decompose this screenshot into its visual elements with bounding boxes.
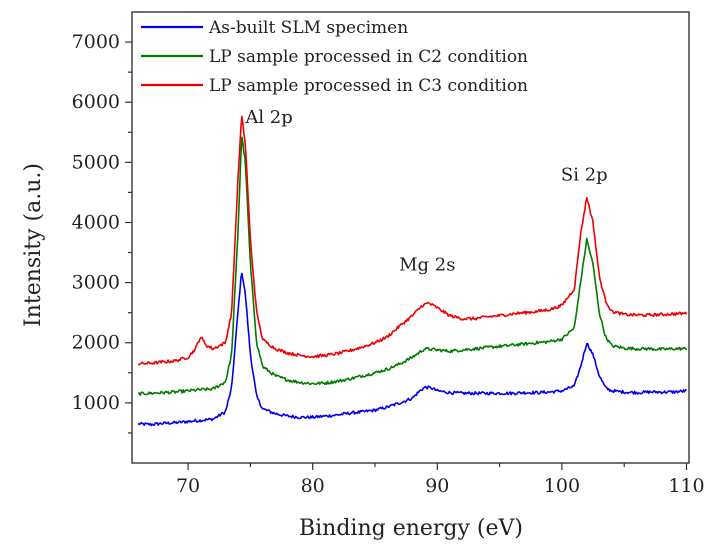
series-lines bbox=[137, 115, 688, 427]
y-axis: 1000 2000 3000 4000 5000 6000 7000 bbox=[72, 31, 132, 434]
x-tick-label: 80 bbox=[301, 475, 325, 497]
legend-label-3: LP sample processed in C3 condition bbox=[209, 76, 528, 96]
x-tick-label: 70 bbox=[176, 475, 200, 497]
x-axis: 70 80 90 100 110 bbox=[176, 463, 704, 497]
y-tick-label: 2000 bbox=[72, 332, 120, 354]
plot-frame bbox=[131, 11, 690, 464]
series-line-3 bbox=[137, 115, 688, 366]
peak-label-2: Mg 2s bbox=[399, 255, 455, 276]
x-tick-label: 100 bbox=[544, 475, 580, 497]
plot-border bbox=[131, 11, 690, 464]
series-line-2 bbox=[137, 136, 688, 396]
x-tick-label: 110 bbox=[668, 475, 704, 497]
y-tick-label: 4000 bbox=[72, 211, 120, 233]
peak-annotations: Al 2p Mg 2s Si 2p bbox=[244, 107, 607, 275]
series-line-1 bbox=[137, 272, 687, 427]
y-tick-label: 5000 bbox=[72, 151, 120, 173]
x-tick-label: 90 bbox=[425, 475, 449, 497]
legend-label-1: As-built SLM specimen bbox=[208, 18, 408, 38]
y-tick-label: 7000 bbox=[72, 31, 120, 53]
y-axis-title: Intensity (a.u.) bbox=[21, 163, 46, 327]
legend-label-2: LP sample processed in C2 condition bbox=[209, 47, 528, 67]
y-tick-label: 6000 bbox=[72, 91, 120, 113]
legend: As-built SLM specimen LP sample processed… bbox=[141, 18, 528, 96]
y-tick-label: 3000 bbox=[72, 272, 120, 294]
peak-label-3: Si 2p bbox=[561, 164, 608, 185]
y-tick-label: 1000 bbox=[72, 392, 120, 414]
peak-label-1: Al 2p bbox=[244, 107, 292, 128]
x-axis-title: Binding energy (eV) bbox=[299, 516, 523, 541]
